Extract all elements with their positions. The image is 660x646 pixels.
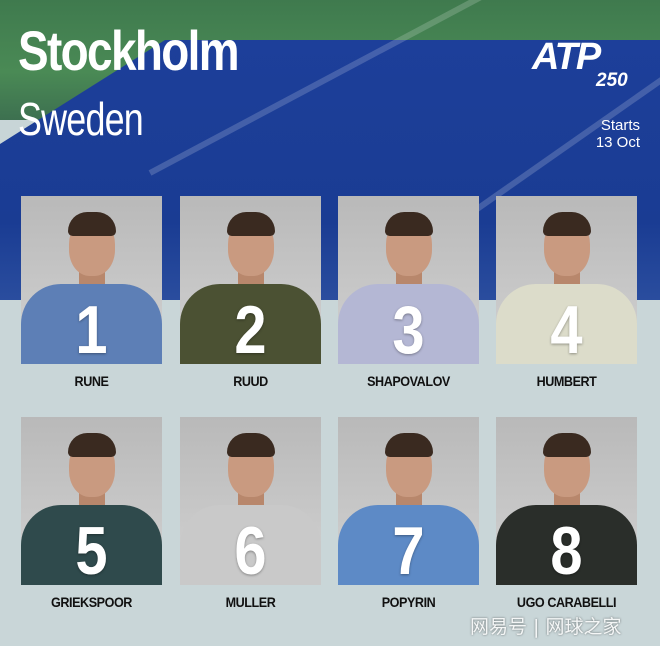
player-photo-hair	[68, 212, 116, 236]
player-shirt	[21, 505, 162, 585]
player-name: HUMBERT	[536, 373, 597, 389]
seed-number: 2	[234, 292, 267, 364]
player-shirt	[496, 505, 637, 585]
player-name: SHAPOVALOV	[367, 373, 450, 389]
seed-number: 5	[75, 513, 108, 585]
seed-number: 6	[234, 513, 267, 585]
seed-number: 1	[75, 292, 108, 364]
player-name: RUUD	[233, 373, 268, 389]
player-card: 7	[338, 417, 479, 585]
player-name: RUNE	[74, 373, 109, 389]
player-shirt	[180, 505, 321, 585]
player-card: 3	[338, 196, 479, 364]
city-title: Stockholm	[18, 19, 240, 82]
player-photo-hair	[543, 433, 591, 457]
atp-logo: ATP	[532, 36, 601, 78]
player-shirt	[338, 505, 479, 585]
seed-number: 8	[550, 513, 583, 585]
watermark: 网易号 | 网球之家	[470, 616, 622, 638]
player-card: 8	[496, 417, 637, 585]
player-name: UGO CARABELLI	[516, 594, 617, 610]
player-photo-hair	[68, 433, 116, 457]
seed-number: 3	[392, 292, 425, 364]
player-name: POPYRIN	[381, 594, 436, 610]
player-name: MULLER	[225, 594, 276, 610]
seed-number: 7	[392, 513, 425, 585]
player-card: 4	[496, 196, 637, 364]
player-shirt	[21, 284, 162, 364]
atp-tier: 250	[596, 70, 628, 91]
player-shirt	[180, 284, 321, 364]
player-card: 6	[180, 417, 321, 585]
player-photo-hair	[385, 433, 433, 457]
player-shirt	[496, 284, 637, 364]
player-card: 5	[21, 417, 162, 585]
player-photo-hair	[227, 433, 275, 457]
player-photo-hair	[385, 212, 433, 236]
player-card: 2	[180, 196, 321, 364]
player-name: GRIEKSPOOR	[51, 594, 132, 610]
player-photo-hair	[543, 212, 591, 236]
player-card: 1	[21, 196, 162, 364]
player-shirt	[338, 284, 479, 364]
start-info: Starts 13 Oct	[570, 117, 640, 151]
seed-number: 4	[550, 292, 583, 364]
start-date: 13 Oct	[595, 134, 640, 151]
starts-label: Starts	[600, 117, 640, 134]
country-subtitle: Sweden	[18, 93, 144, 145]
player-photo-hair	[227, 212, 275, 236]
